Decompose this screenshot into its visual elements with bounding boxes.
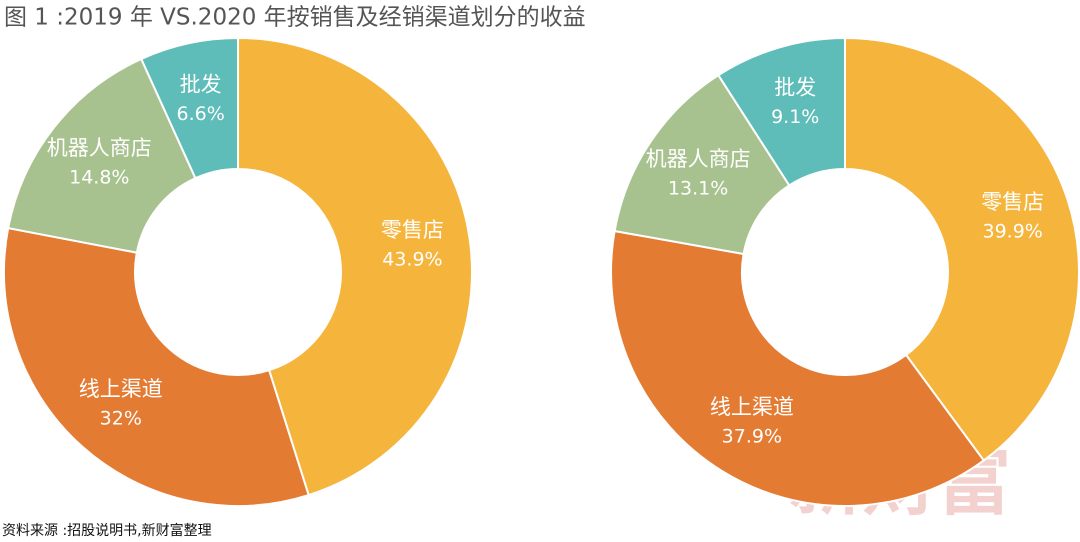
source-note: 资料来源 :招股说明书,新财富整理 [2,522,212,539]
slice-value-label: 14.8% [69,166,129,188]
slice-value-label: 32% [100,407,142,429]
slice-label: 批发 [180,72,222,96]
slice-value-label: 13.1% [668,178,728,200]
donut-slice [139,36,239,180]
donut-slice [716,36,846,187]
donut-slice [6,57,197,254]
charts: 零售店 43.9% 线上渠道 32% 机器人商店 14.8% 批发 6.6% 零售店 39.9% 线… [3,36,1080,507]
slice-label: 零售店 [981,190,1044,214]
slice-label: 机器人商店 [47,136,152,160]
donut-slice [844,36,1080,462]
slice-label: 线上渠道 [79,377,163,401]
slice-label: 线上渠道 [710,395,794,419]
donut-slice [610,229,986,507]
slice-label: 机器人商店 [646,147,751,171]
page-title: 图 1 :2019 年 VS.2020 年按销售及经销渠道划分的收益 [4,5,586,31]
donut-slice [237,36,473,497]
slice-value-label: 9.1% [771,106,819,128]
slice-label: 批发 [774,76,816,100]
slice-label: 零售店 [381,218,444,242]
donut-slice [3,226,310,507]
slice-value-label: 6.6% [177,103,225,125]
donut-slice [613,73,791,256]
slice-value-label: 39.9% [983,220,1043,242]
slice-value-label: 43.9% [382,249,442,271]
slice-value-label: 37.9% [722,425,782,447]
